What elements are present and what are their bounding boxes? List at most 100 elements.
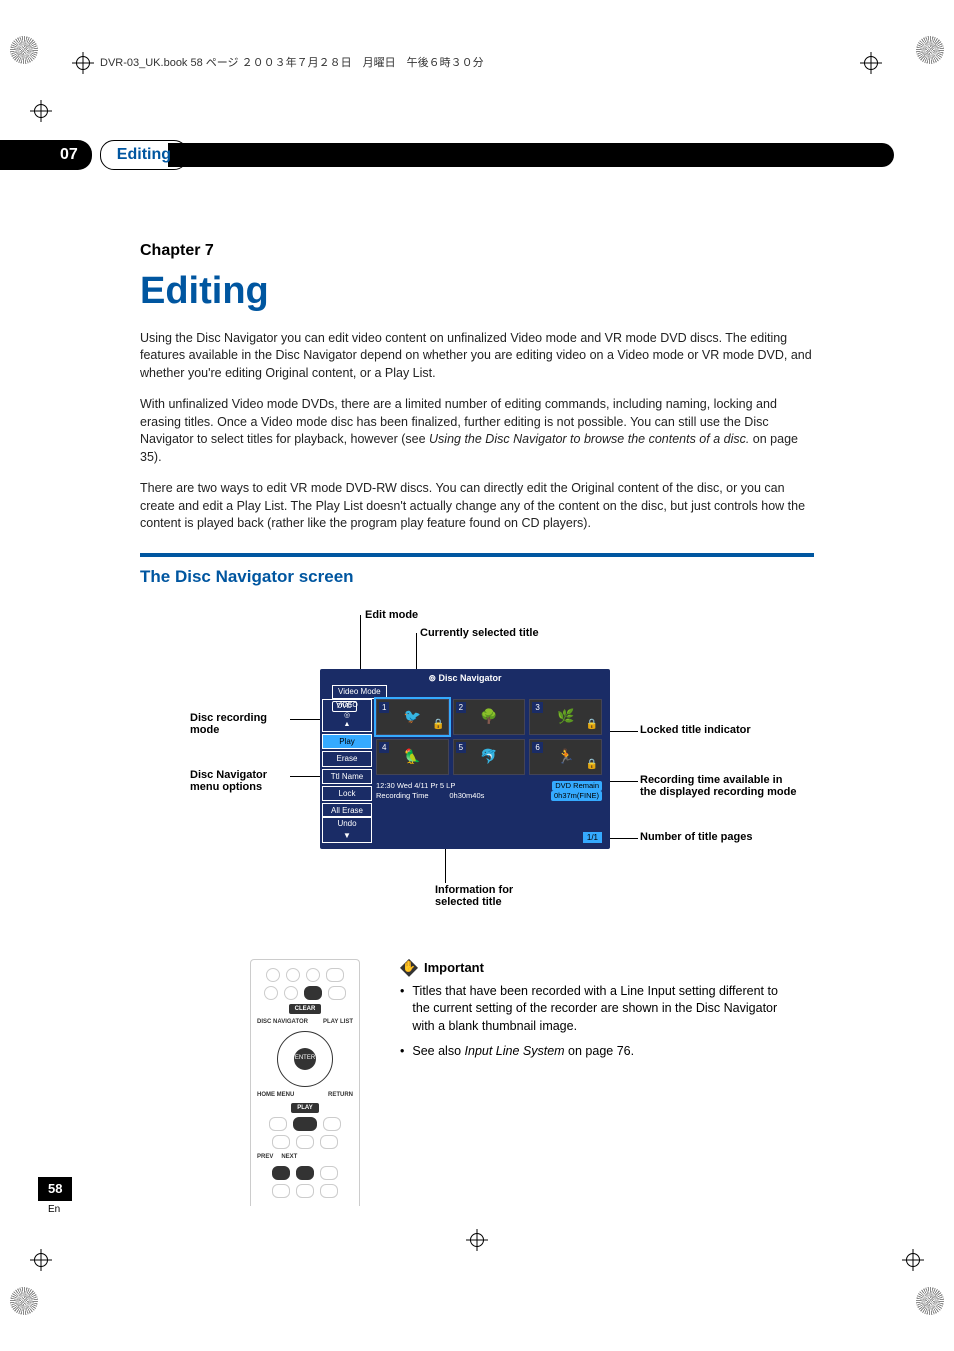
registration-mark-icon [902,1249,924,1271]
lock-icon: 🔒 [586,718,598,732]
callout-edit-mode: Edit mode [365,609,418,622]
nav-menu-erase[interactable]: Erase [322,751,372,766]
b2-text-b: on page 76. [565,1044,635,1058]
b2-text-italic: Input Line System [465,1044,565,1058]
nav-info-bar: 12:30 Wed 4/11 Pr 5 LP DVD Remain [376,781,602,792]
lock-icon: 🔒 [586,758,598,772]
callout-current-title: Currently selected title [420,627,539,640]
nav-panel-header: ⊚ Disc Navigator [320,669,610,686]
page-number: 58 [38,1177,72,1201]
thumb-number: 6 [532,742,542,753]
important-icon: ✋ [400,959,418,977]
lock-icon: 🔒 [432,718,444,732]
important-bullet-2: See also Input Line System on page 76. [400,1043,784,1061]
dvd-remain-value: 0h37m(FINE) [551,791,602,802]
thumb-number: 4 [379,742,389,753]
important-bullet-1: Titles that have been recorded with a Li… [400,983,784,1036]
registration-mark-icon [72,52,94,74]
callout-locked-title: Locked title indicator [640,724,760,737]
callout-recording-time: Recording time available in the displaye… [640,774,800,799]
section-heading: The Disc Navigator screen [140,565,814,589]
video-label: VIDEO [336,702,358,709]
important-heading: ✋ Important [400,959,784,977]
rec-time: Recording Time 0h30m40s [376,791,484,802]
thumb-number: 3 [532,702,542,713]
thumbnail[interactable]: 3🌿🔒 [529,699,602,735]
thumbnail[interactable]: 6🏃🔒 [529,739,602,775]
nav-menu-play[interactable]: Play [322,734,372,749]
p2-text-italic: Using the Disc Navigator to browse the c… [429,432,749,446]
chapter-number-badge: 07 [0,140,92,170]
thumb-number: 1 [379,702,389,713]
dpad[interactable]: ENTER [277,1031,333,1087]
clear-label: CLEAR [289,1004,322,1014]
return-label: RETURN [328,1091,353,1099]
registration-mark-icon [30,100,52,122]
crop-mark-icon [10,1287,38,1315]
home-menu-label: HOME MENU [257,1091,294,1099]
registration-mark-icon [30,1249,52,1271]
nav-menu-lock[interactable]: Lock [322,786,372,801]
b2-text-a: See also [412,1044,464,1058]
nav-undo-button[interactable]: Undo▼ [322,816,372,842]
source-file-path: DVR-03_UK.book 58 ページ ２００３年７月２８日 月曜日 午後６… [100,56,484,71]
important-note-column: ✋ Important Titles that have been record… [400,959,814,1069]
registration-mark-icon [466,1229,488,1251]
video-mode-tag: Video Mode [332,685,387,698]
prev-button[interactable] [272,1166,290,1180]
thumb-number: 2 [456,702,466,713]
enter-button[interactable]: ENTER [294,1048,316,1070]
leader-line [610,781,638,782]
info-datetime: 12:30 Wed 4/11 Pr 5 LP [376,781,455,792]
leader-line [290,776,322,777]
crop-mark-icon [10,36,38,64]
next-label: NEXT [281,1153,297,1161]
chapter-label: Chapter 7 [140,240,814,262]
disc-navigator-panel: ⊚ Disc Navigator Video Mode DVD VIDEO◎▲ … [320,669,610,849]
video-disc-icon: VIDEO◎▲ [322,699,372,732]
disc-icon: ⊚ [428,673,436,683]
chapter-bar-rule [168,143,894,167]
content-area: Chapter 7 Editing Using the Disc Navigat… [60,240,894,1205]
play-button[interactable] [293,1117,317,1131]
chapter-header-title: Editing [100,140,188,170]
section-rule [140,553,814,557]
intro-paragraph-1: Using the Disc Navigator you can edit vi… [140,330,814,383]
nav-info-bar-2: Recording Time 0h30m40s 0h37m(FINE) [376,791,602,802]
prev-label: PREV [257,1153,273,1161]
nav-side-menu: VIDEO◎▲ Play Erase Ttl Name Lock All Era… [322,699,372,818]
remote-control-diagram: CLEAR DISC NAVIGATOR PLAY LIST ENTER HOM… [250,959,360,1206]
callout-disc-recording-mode: Disc recording mode [190,712,290,737]
play-label: PLAY [291,1103,318,1113]
nav-panel-title: Disc Navigator [439,673,502,683]
chapter-heading: Editing [140,265,814,318]
intro-paragraph-2: With unfinalized Video mode DVDs, there … [140,396,814,466]
disc-navigator-diagram: Edit mode Currently selected title Disc … [140,609,814,939]
disc-navigator-label: DISC NAVIGATOR [257,1018,308,1026]
crop-mark-icon [916,36,944,64]
chapter-header-bar: 07 Editing [60,140,894,170]
thumbnail[interactable]: 2🌳 [453,699,526,735]
lower-row: CLEAR DISC NAVIGATOR PLAY LIST ENTER HOM… [140,959,814,1206]
dvd-remain-badge: DVD Remain [552,781,602,792]
thumbnail[interactable]: 4🦜 [376,739,449,775]
page-language: En [48,1203,60,1217]
crop-mark-icon [916,1287,944,1315]
intro-paragraph-3: There are two ways to edit VR mode DVD-R… [140,480,814,533]
callout-menu-options: Disc Navigator menu options [190,769,290,794]
nav-menu-ttl-name[interactable]: Ttl Name [322,769,372,784]
thumbnail-grid: 1🐦🔒 2🌳 3🌿🔒 4🦜 5🐬 6🏃🔒 [376,699,602,775]
thumbnail[interactable]: 1🐦🔒 [376,699,449,735]
registration-mark-icon [860,52,882,74]
important-heading-text: Important [424,959,484,977]
callout-info-selected: Information for selected title [435,884,555,909]
thumb-number: 5 [456,742,466,753]
play-list-label: PLAY LIST [323,1018,353,1026]
page: DVR-03_UK.book 58 ページ ２００３年７月２８日 月曜日 午後６… [0,0,954,1351]
bullet-text: Titles that have been recorded with a Li… [412,983,784,1036]
next-button[interactable] [296,1166,314,1180]
thumbnail[interactable]: 5🐬 [453,739,526,775]
page-indicator: 1/1 [583,832,602,843]
clear-button[interactable] [304,986,322,1000]
callout-num-pages: Number of title pages [640,831,760,844]
